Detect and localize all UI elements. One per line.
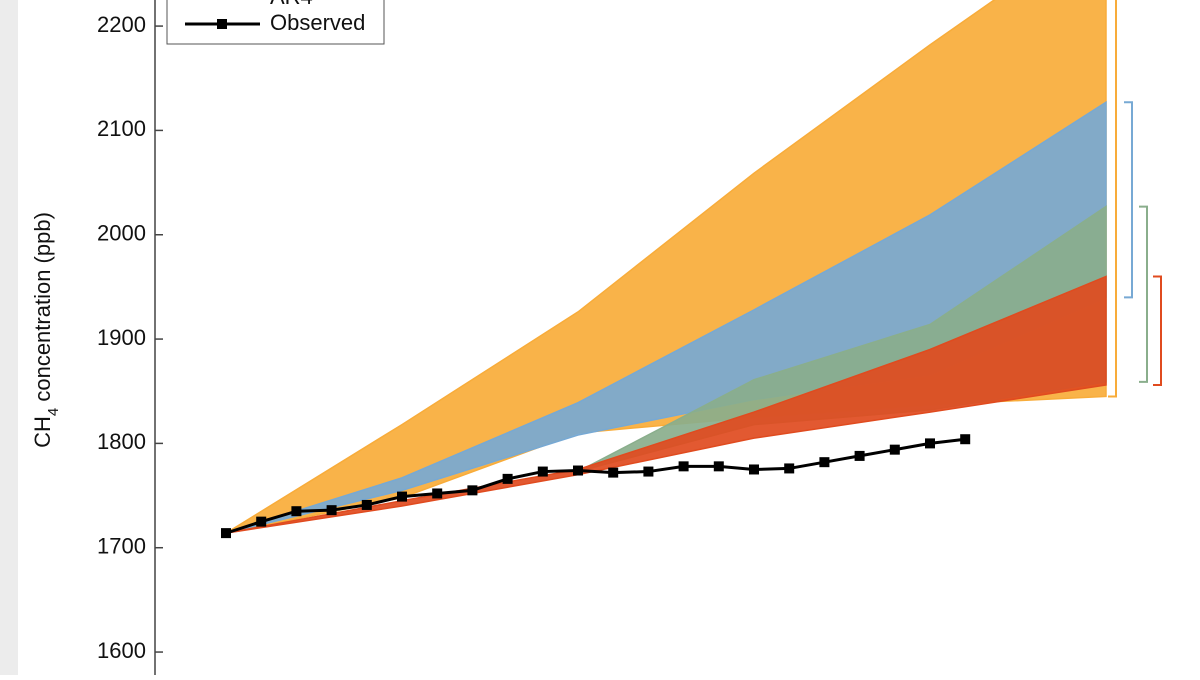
observed-marker — [678, 461, 689, 472]
legend-box — [166, 0, 385, 45]
observed-marker — [221, 528, 231, 539]
range-band — [225, 100, 1107, 534]
y-tick-label: 1900 — [97, 325, 146, 350]
observed-marker — [361, 499, 372, 510]
side-strip — [0, 0, 18, 675]
observed-marker — [573, 465, 583, 476]
legend-label: AR4 — [270, 0, 313, 9]
range-bracket — [1139, 205, 1148, 383]
observed-marker — [256, 516, 267, 527]
range-bracket — [1153, 275, 1162, 386]
y-label-part: concentration (ppb) — [30, 212, 55, 408]
observed-marker — [397, 491, 407, 502]
y-tick-label: 2100 — [97, 116, 146, 141]
y-tick-label: 2200 — [97, 12, 146, 37]
y-tick-label: 1600 — [97, 638, 146, 663]
observed-marker — [467, 485, 478, 496]
y-tick-label: 1700 — [97, 534, 146, 559]
observed-marker — [326, 505, 337, 516]
observed-marker — [432, 488, 443, 499]
y-tick-label: 2000 — [97, 221, 146, 246]
observed-marker — [784, 463, 795, 474]
observed-marker — [749, 464, 759, 475]
y-label-part: CH — [30, 416, 55, 448]
observed-line — [225, 437, 966, 535]
observed-marker — [291, 506, 302, 517]
range-bracket — [1124, 101, 1133, 299]
observed-marker — [502, 473, 513, 484]
legend-label: Observed — [270, 10, 365, 35]
range-band — [225, 275, 1107, 534]
y-tick-label: 1800 — [97, 429, 146, 454]
y-label-subscript: 4 — [45, 408, 62, 416]
plot-area — [221, 0, 1107, 539]
observed-marker — [854, 450, 865, 461]
observed-marker — [643, 466, 654, 477]
observed-marker — [608, 467, 619, 478]
observed-marker — [537, 466, 548, 477]
legend: AR4 Observed — [166, 0, 385, 45]
observed-marker — [713, 461, 724, 472]
observed-marker — [960, 434, 971, 445]
legend-marker — [217, 19, 227, 29]
observed-marker — [925, 438, 935, 449]
range-bracket — [1108, 0, 1117, 398]
y-axis-label: CH4 concentration (ppb) — [30, 212, 62, 448]
observed-marker — [819, 457, 830, 468]
observed-marker — [889, 444, 900, 455]
